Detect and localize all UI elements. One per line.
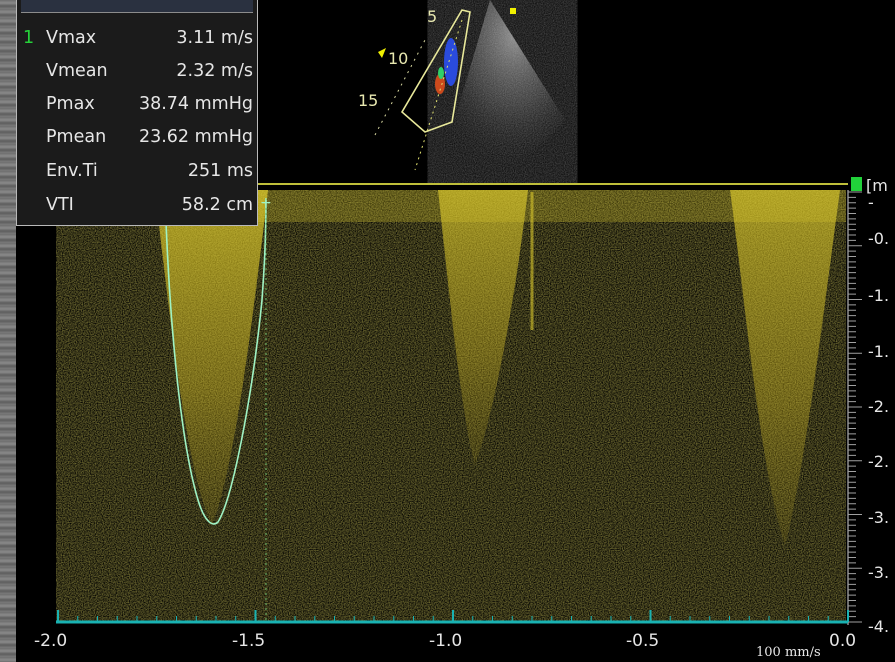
time-tick-label: -1.5 <box>232 631 266 651</box>
echo-sector-image: 5 10 15 <box>358 0 565 175</box>
time-tick-label: 0.0 <box>829 631 857 651</box>
sweep-speed-label: 100 mm/s <box>756 645 821 660</box>
depth-label-10: 10 <box>388 49 408 68</box>
measurement-label: Env.Ti <box>46 161 98 181</box>
measurement-value: 23.62 mmHg <box>138 127 253 147</box>
depth-label-5: 5 <box>427 7 437 26</box>
color-box <box>400 9 471 133</box>
measurement-value: 251 ms <box>187 161 253 181</box>
velocity-envelope <box>165 199 267 525</box>
time-tick-label: -0.5 <box>626 631 660 651</box>
velocity-tick-label: -2. <box>868 452 890 471</box>
measurement-row-pmean: Pmean 23.62 mmHg <box>17 121 259 154</box>
scale-marker-icon <box>851 177 862 191</box>
velocity-tick-label: -0. <box>868 229 890 248</box>
measurement-row-vti: VTI 58.2 cm <box>17 189 259 222</box>
velocity-unit-label: [m <box>866 176 888 195</box>
measurement-row-pmax: Pmax 38.74 mmHg <box>17 88 259 121</box>
color-flow-blue <box>444 38 458 86</box>
velocity-tick-label: -1. <box>868 342 890 361</box>
measurement-label: Vmax <box>46 28 97 48</box>
measurement-label: Vmean <box>46 61 108 81</box>
cw-cursor-line <box>414 19 463 171</box>
color-flow-red <box>435 74 445 94</box>
time-tick-label: -1.0 <box>429 631 463 651</box>
time-tick-label: -2.0 <box>34 631 68 651</box>
measurement-row-vmean: Vmean 2.32 m/s <box>17 55 259 88</box>
measurement-value: 58.2 cm <box>181 195 253 215</box>
measurement-row-env-ti: Env.Ti 251 ms <box>17 155 259 188</box>
velocity-tick-label: -4. <box>868 617 890 636</box>
velocity-tick-label: -1. <box>868 286 890 305</box>
measurement-label: Pmean <box>46 127 107 147</box>
velocity-tick-label: -3. <box>868 563 890 582</box>
measurement-label: VTI <box>46 195 74 215</box>
focus-marker-icon <box>378 48 386 58</box>
echo-sector-view: 5 10 15 <box>340 0 600 185</box>
depth-label-15: 15 <box>358 91 378 110</box>
svg-text:+: + <box>260 195 272 211</box>
measurement-panel[interactable]: 1 Vmax 3.11 m/s Vmean 2.32 m/s Pmax 38.7… <box>16 0 258 226</box>
velocity-tick-label: -3. <box>868 508 890 527</box>
measurement-value: 3.11 m/s <box>176 28 253 48</box>
measurement-value: 2.32 m/s <box>176 61 253 81</box>
screen-bezel <box>0 0 16 662</box>
measurement-label: Pmax <box>46 94 95 114</box>
measurement-index: 1 <box>23 28 35 48</box>
velocity-tick-label: -2. <box>868 397 890 416</box>
measurement-row-vmax: 1 Vmax 3.11 m/s <box>17 22 259 55</box>
spectrum-waveforms <box>56 190 846 622</box>
orientation-marker-icon <box>510 8 516 14</box>
time-axis-ticks <box>57 610 849 622</box>
measurement-value: 38.74 mmHg <box>138 94 253 114</box>
velocity-tick-label: - <box>868 193 874 212</box>
panel-header-bar <box>21 0 253 13</box>
velocity-axis-ticks <box>848 191 862 623</box>
